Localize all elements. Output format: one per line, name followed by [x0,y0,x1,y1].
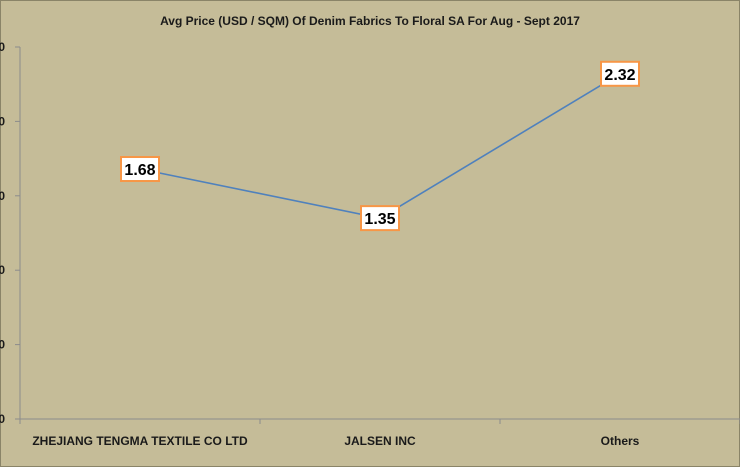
data-label-box [120,156,160,183]
data-label: 1.35 [364,211,395,228]
data-label-box [600,60,640,87]
y-tick-label: 0 [0,40,5,54]
x-tick-label: ZHEJIANG TENGMA TEXTILE CO LTD [32,434,248,448]
series-line [139,73,621,219]
data-label: 1.68 [124,162,155,179]
y-tick-label: 0 [0,338,5,352]
y-tick-label: 0 [0,412,5,426]
data-label: 2.32 [604,67,635,84]
x-tick-label: JALSEN INC [344,434,416,448]
chart-title: Avg Price (USD / SQM) Of Denim Fabrics T… [160,14,580,28]
data-label-box [360,205,400,232]
x-tick-label: Others [601,434,640,448]
y-tick-label: 0 [0,114,5,128]
y-tick-label: 0 [0,263,5,277]
y-tick-label: 0 [0,189,5,203]
